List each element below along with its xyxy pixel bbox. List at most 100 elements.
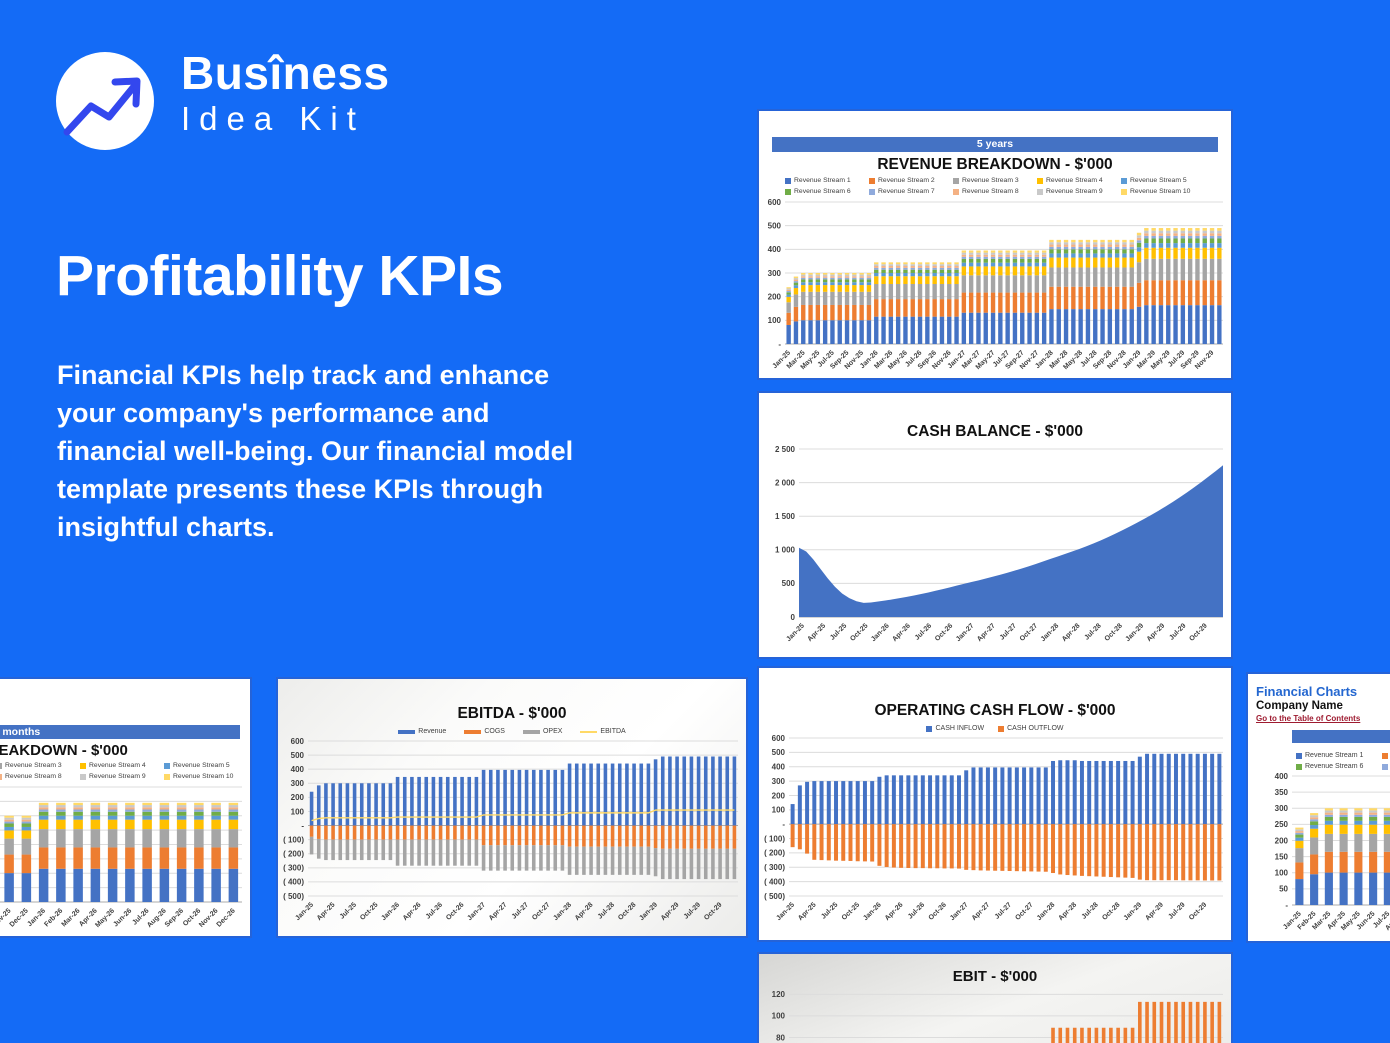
- legend-label: Revenue Stream 6: [794, 188, 851, 195]
- mini-revenue-chart: -50 100 150 200 250 300 350 400 Jan-25 Feb-25 Mar-…: [1256, 770, 1390, 941]
- svg-text:400: 400: [768, 245, 782, 254]
- svg-text:500: 500: [291, 751, 305, 760]
- svg-text:Oct-27: Oct-27: [1014, 901, 1034, 921]
- legend-item: CASH INFLOW: [926, 725, 984, 732]
- ebitda-chart: 600 500 400 300 200 100 - ( 100) ( 200) ( 300) ( 4…: [278, 735, 746, 936]
- legend-label: Revenue Stream 4: [89, 762, 146, 769]
- revenue-breakdown-5y-chart: -100 200 300 400 500 600 Jan-25 Mar-25 May-25 Jul…: [759, 196, 1231, 378]
- legend-item: Revenue Stream 9: [80, 773, 164, 780]
- legend-swatch: [869, 177, 875, 184]
- legend-swatch: [869, 188, 875, 195]
- svg-text:Jul-28: Jul-28: [597, 901, 616, 920]
- svg-text:( 300): ( 300): [764, 863, 785, 872]
- legend-item: Revenue Stream 1: [785, 177, 869, 184]
- company-name: Company Name: [1256, 700, 1343, 712]
- svg-text:Jul-26: Jul-26: [907, 901, 926, 920]
- legend-label: Revenue Stream 5: [173, 762, 230, 769]
- legend-swatch: [1037, 188, 1043, 195]
- svg-text:Oct-25: Oct-25: [359, 901, 379, 921]
- svg-text:Dec-26: Dec-26: [216, 907, 237, 928]
- description-line: insightful charts.: [57, 512, 275, 542]
- svg-text:2 000: 2 000: [775, 478, 796, 487]
- svg-text:Jan-26: Jan-26: [862, 901, 883, 922]
- svg-text:Oct-28: Oct-28: [617, 901, 637, 921]
- svg-text:Apr-29: Apr-29: [1146, 622, 1167, 643]
- legend-item: Revenue Stream 5: [1121, 177, 1205, 184]
- chart-title: REVENUE BREAKDOWN - $'000: [0, 742, 128, 759]
- sheet-heading: Financial Charts: [1256, 684, 1358, 699]
- page-description: Financial KPIs help track and enhance yo…: [57, 356, 573, 546]
- svg-text:400: 400: [291, 765, 305, 774]
- trend-arrow-icon: [63, 77, 141, 136]
- revenue-breakdown-24m-chart: -50100150200250300350400Jan-25Feb-25Mar-…: [0, 781, 250, 936]
- svg-text:1 000: 1 000: [775, 546, 796, 555]
- brand-logo: [56, 52, 154, 150]
- svg-text:Jan-29: Jan-29: [638, 901, 659, 922]
- svg-text:Jan-27: Jan-27: [955, 622, 976, 643]
- svg-text:Apr-27: Apr-27: [971, 901, 992, 922]
- chart-title: OPERATING CASH FLOW - $'000: [874, 702, 1116, 719]
- legend-item: Revenue Stream 7: [1382, 763, 1390, 770]
- svg-text:Apr-26: Apr-26: [884, 901, 905, 922]
- period-badge: 24 months: [0, 725, 240, 739]
- svg-text:( 300): ( 300): [283, 864, 304, 873]
- legend-swatch: [785, 177, 791, 184]
- svg-text:Jul-27: Jul-27: [994, 901, 1013, 920]
- svg-text:100: 100: [1275, 869, 1289, 878]
- svg-text:( 100): ( 100): [283, 835, 304, 844]
- svg-text:Oct-29: Oct-29: [1188, 622, 1208, 642]
- legend-swatch: [580, 730, 598, 733]
- svg-text:Jul-27: Jul-27: [511, 901, 530, 920]
- svg-text:Jan-27: Jan-27: [949, 901, 970, 922]
- svg-text:200: 200: [291, 793, 305, 802]
- chart-title: EBIT - $'000: [952, 968, 1038, 985]
- svg-text:( 200): ( 200): [283, 850, 304, 859]
- legend-swatch: [998, 725, 1005, 732]
- svg-text:Jan-25: Jan-25: [785, 622, 806, 643]
- svg-text:Jan-28: Jan-28: [552, 901, 573, 922]
- cash-balance-chart: 0 500 1 000 1 500 2 000 2 500 Jan-25 Apr-25 Jul-…: [759, 443, 1231, 657]
- legend-label: Revenue Stream 9: [89, 773, 146, 780]
- operating-cash-flow-chart: 600 500 400 300 200 100 - ( 100) ( 200) ( 300) ( 4…: [759, 732, 1231, 940]
- chart-title: EBITDA - $'000: [457, 705, 567, 722]
- legend-item: Revenue Stream 6: [785, 188, 869, 195]
- svg-text:200: 200: [768, 292, 782, 301]
- svg-text:Jun-26: Jun-26: [112, 907, 133, 928]
- svg-text:300: 300: [772, 777, 786, 786]
- description-line: your company's performance and: [57, 398, 490, 428]
- svg-text:500: 500: [768, 221, 782, 230]
- table-of-contents-link[interactable]: Go to the Table of Contents: [1256, 714, 1361, 723]
- legend-item: Revenue Stream 1: [1296, 752, 1382, 759]
- legend-label: Revenue Stream 3: [962, 177, 1019, 184]
- svg-text:Jan-29: Jan-29: [1123, 901, 1144, 922]
- chart-title: REVENUE BREAKDOWN - $'000: [877, 156, 1113, 173]
- legend-item: Revenue Stream 4: [80, 762, 164, 769]
- legend-swatch: [0, 773, 2, 780]
- svg-text:Jul-26: Jul-26: [914, 622, 933, 641]
- legend-label: Revenue Stream 8: [962, 188, 1019, 195]
- svg-text:( 400): ( 400): [283, 878, 304, 887]
- legend-swatch: [1121, 188, 1127, 195]
- svg-text:Oct-28: Oct-28: [1104, 622, 1124, 642]
- legend-label: OPEX: [542, 728, 563, 735]
- svg-text:Apr-26: Apr-26: [402, 901, 423, 922]
- legend-swatch: [1037, 177, 1043, 184]
- svg-text:600: 600: [768, 198, 782, 207]
- svg-text:-: -: [301, 821, 304, 830]
- svg-text:Jan-28: Jan-28: [1040, 622, 1061, 643]
- svg-text:( 500): ( 500): [764, 892, 785, 901]
- svg-text:Apr-25: Apr-25: [807, 622, 828, 643]
- legend-label: EBITDA: [600, 728, 626, 735]
- svg-text:600: 600: [291, 737, 305, 746]
- legend-swatch: [80, 762, 86, 769]
- legend-swatch: [80, 773, 86, 780]
- svg-text:Jul-25: Jul-25: [829, 622, 848, 641]
- svg-text:-: -: [782, 820, 785, 829]
- svg-text:350: 350: [1275, 788, 1289, 797]
- page-title: Profitability KPIs: [56, 244, 504, 308]
- legend-label: Revenue Stream 4: [1046, 177, 1103, 184]
- svg-text:100: 100: [772, 806, 786, 815]
- svg-text:Jan-25: Jan-25: [775, 901, 796, 922]
